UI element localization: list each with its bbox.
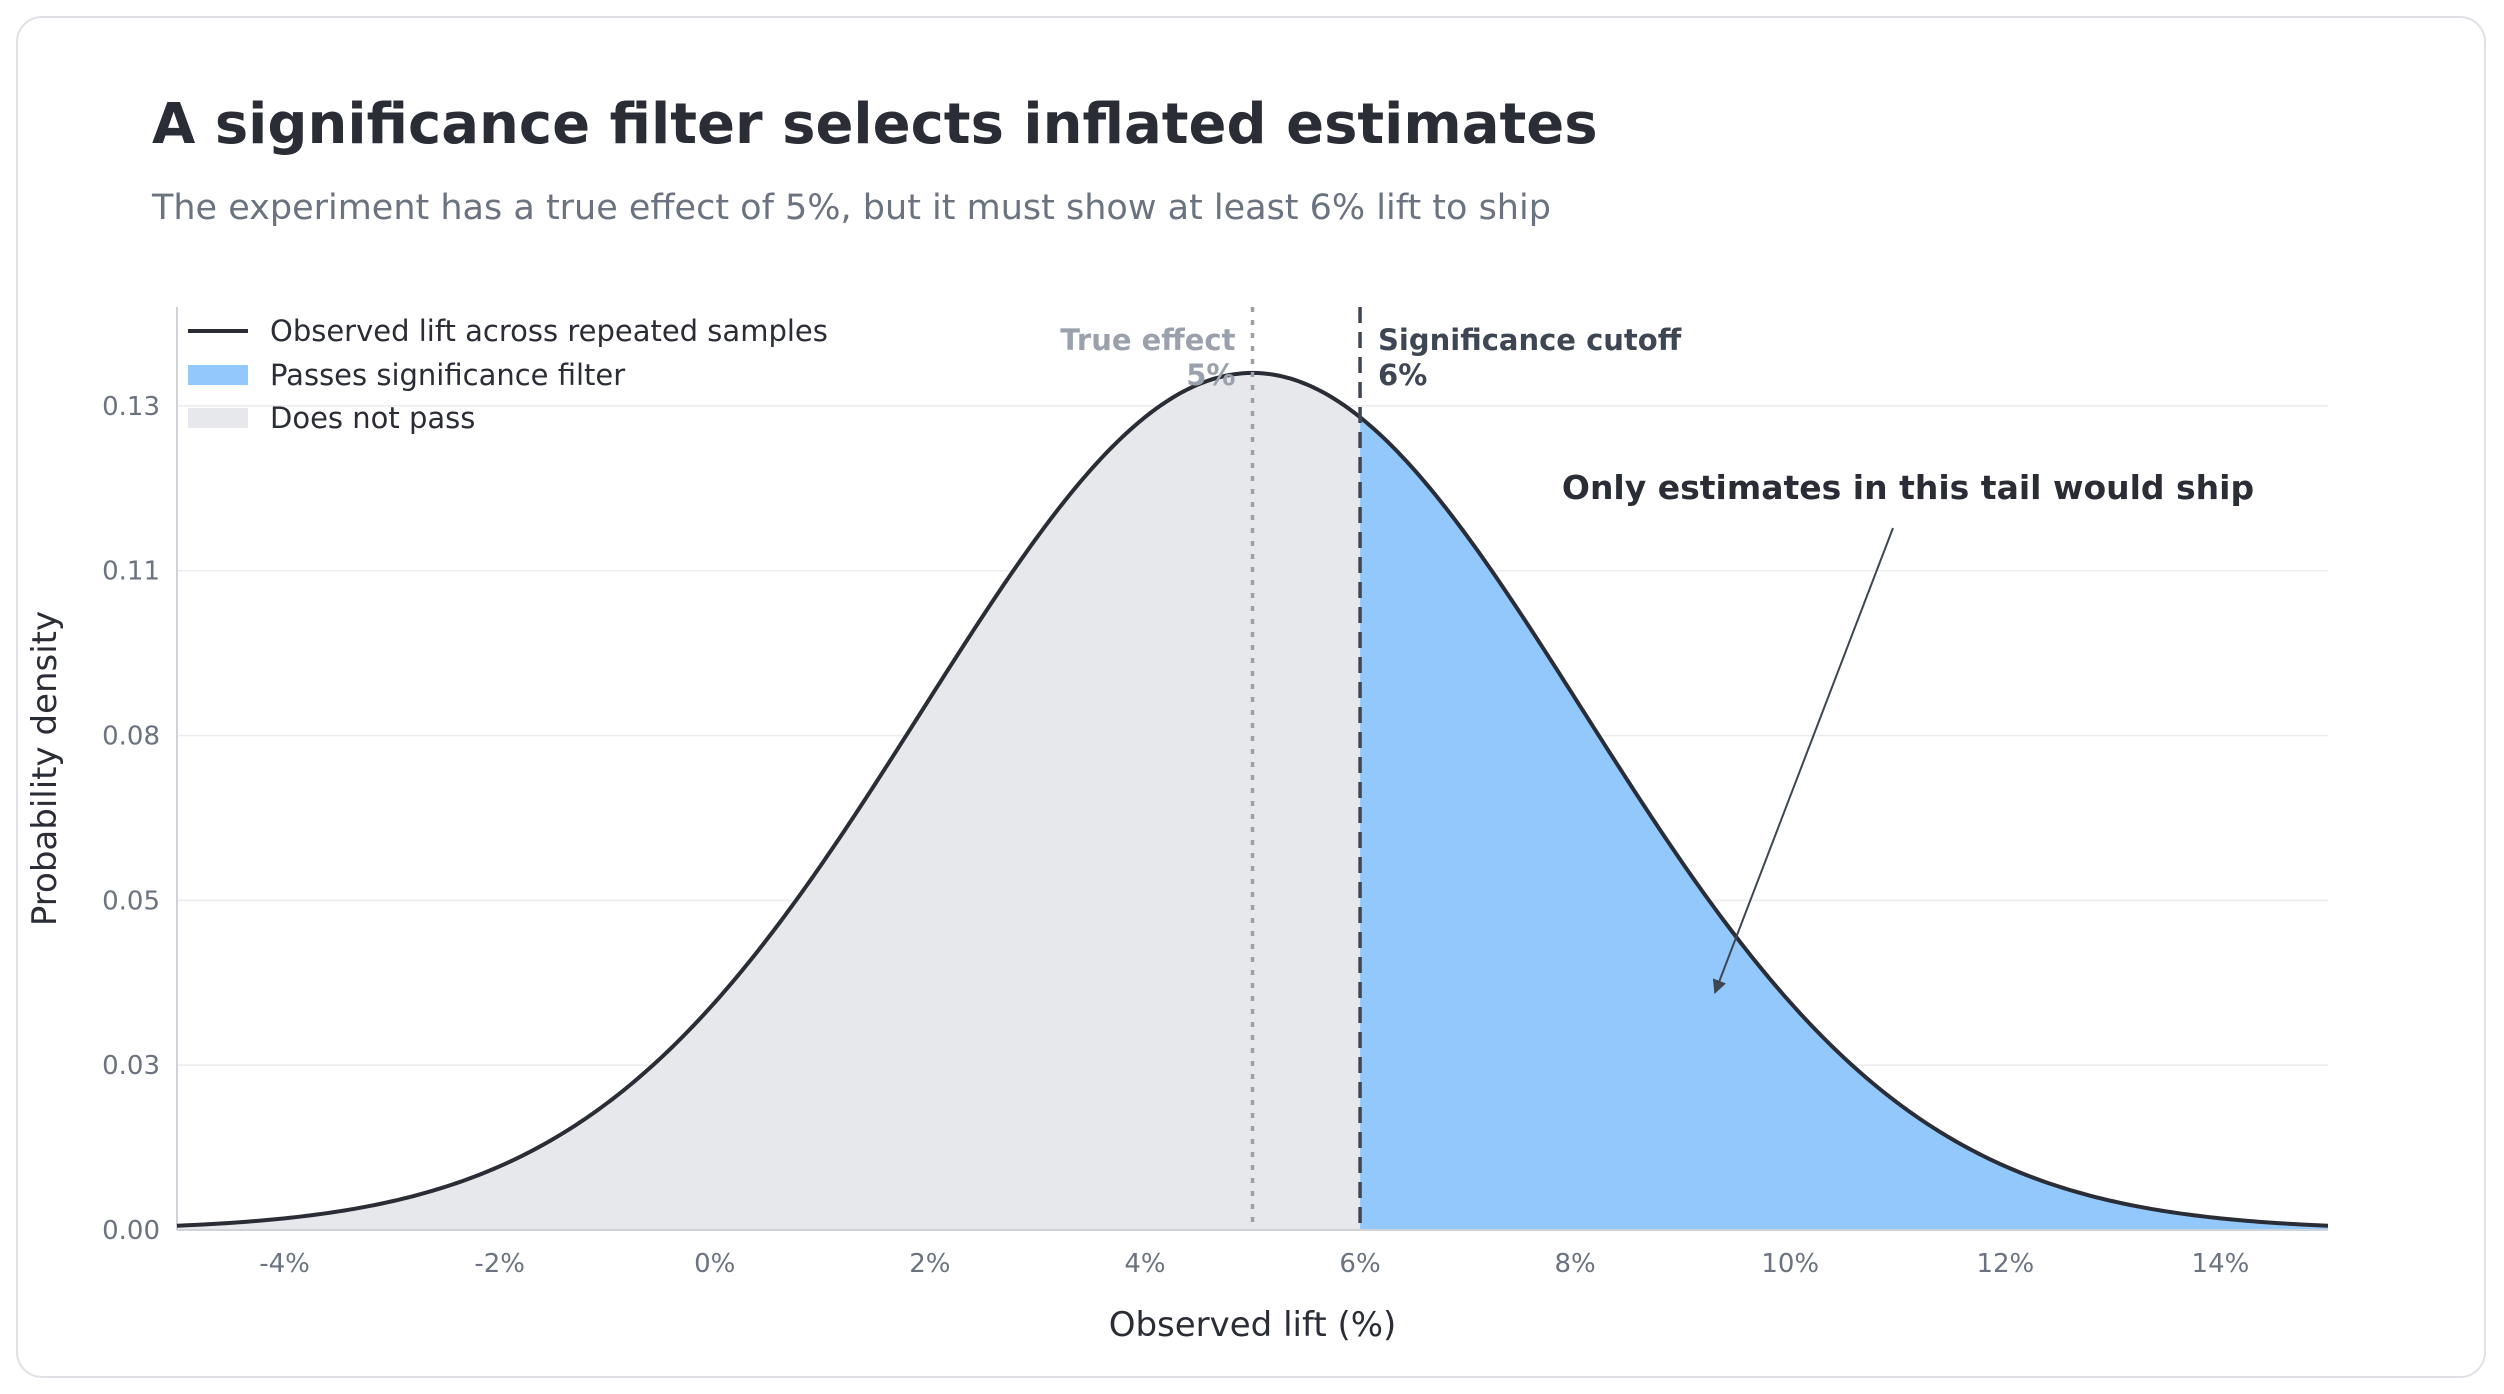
x-tick-label: 14%: [2192, 1249, 2250, 1279]
x-tick-label: -4%: [259, 1249, 310, 1279]
x-tick-label: 12%: [1976, 1249, 2034, 1279]
legend-swatch-box: [188, 408, 248, 428]
x-tick-label: 0%: [694, 1249, 735, 1279]
x-tick-label: 2%: [909, 1249, 950, 1279]
legend-label: Observed lift across repeated samples: [270, 314, 828, 348]
chart-title: A significance filter selects inflated e…: [152, 92, 1598, 157]
chart-subtitle: The experiment has a true effect of 5%, …: [152, 188, 1551, 228]
fail-region: [177, 372, 1361, 1230]
pass-region: [1360, 417, 2328, 1231]
x-tick-label: -2%: [474, 1249, 525, 1279]
legend-swatch-box: [188, 365, 248, 385]
y-tick-label: 0.11: [102, 557, 160, 587]
annotation-text: Only estimates in this tail would ship: [1562, 468, 2254, 507]
x-axis-title: Observed lift (%): [1109, 1305, 1397, 1345]
x-tick-label: 4%: [1124, 1249, 1165, 1279]
y-tick-label: 0.00: [102, 1216, 160, 1246]
cutoff-label: Significance cutoff: [1378, 323, 1682, 357]
true-effect-label: True effect: [1060, 323, 1235, 357]
x-tick-label: 6%: [1339, 1249, 1380, 1279]
cutoff-label-value: 6%: [1378, 358, 1427, 392]
y-tick-label: 0.08: [102, 722, 160, 752]
legend-label: Passes significance filter: [270, 358, 625, 392]
y-tick-label: 0.13: [102, 392, 160, 422]
annotation-arrow: [1712, 527, 1894, 994]
y-tick-label: 0.05: [102, 886, 160, 916]
true-effect-label-value: 5%: [1186, 358, 1235, 392]
y-tick-label: 0.03: [102, 1051, 160, 1081]
y-axis-title: Probability density: [25, 611, 65, 926]
x-tick-label: 8%: [1555, 1249, 1596, 1279]
x-tick-label: 10%: [1761, 1249, 1819, 1279]
legend-label: Does not pass: [270, 401, 475, 435]
